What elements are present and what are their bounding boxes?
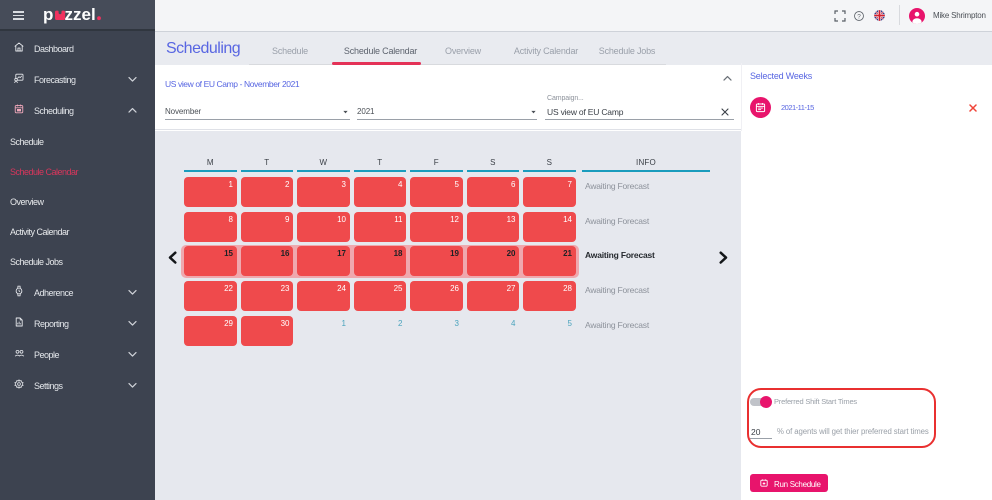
svg-text:p: p — [44, 5, 53, 24]
svg-text:?: ? — [857, 13, 861, 20]
svg-text:zzel: zzel — [65, 5, 96, 24]
